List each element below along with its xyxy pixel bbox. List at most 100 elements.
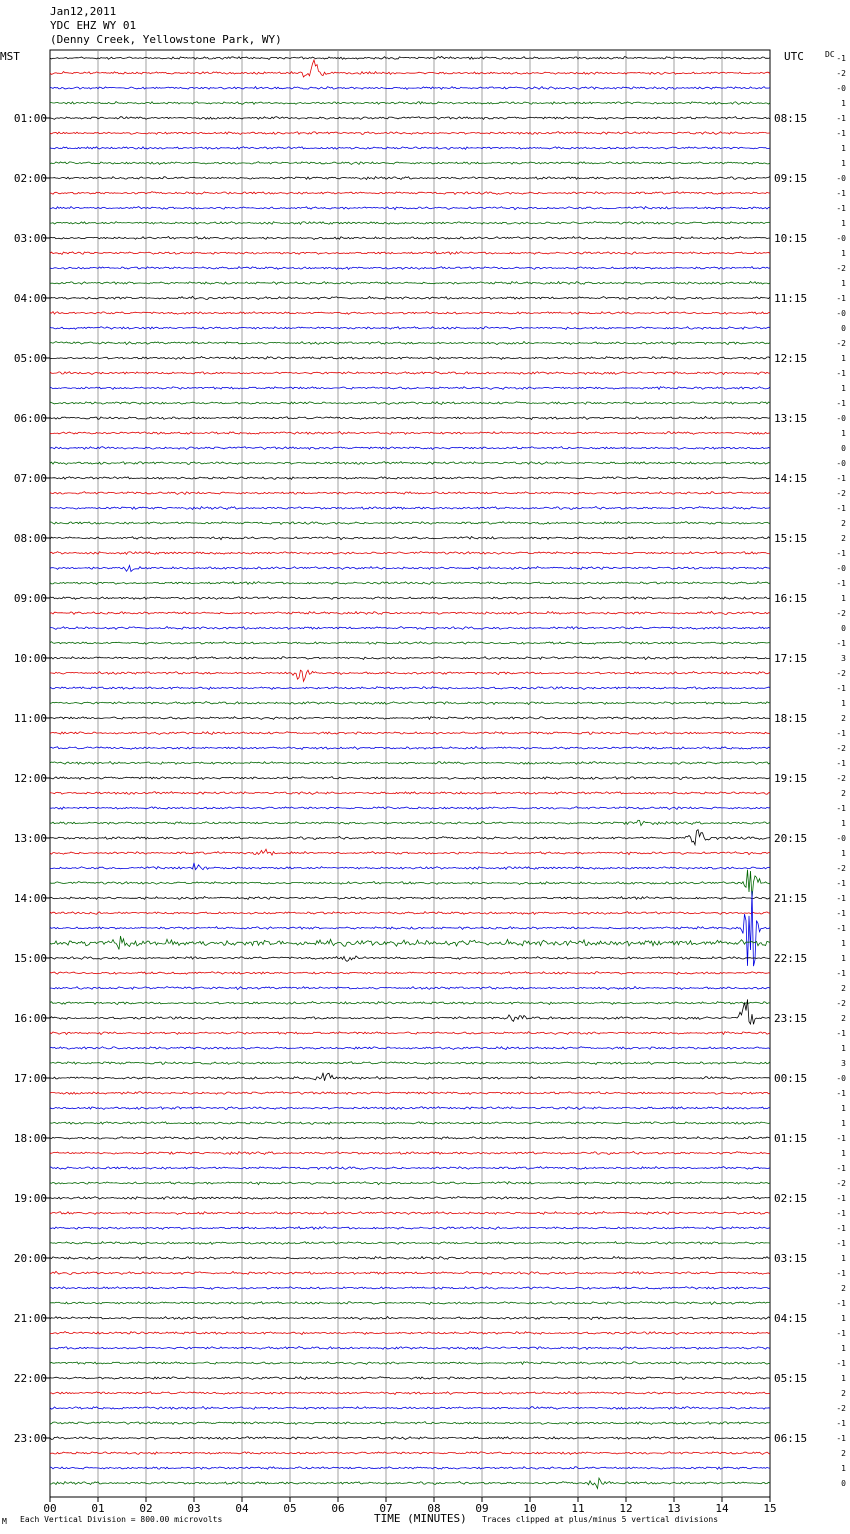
trace-line — [49, 891, 771, 967]
trace-line — [49, 580, 770, 585]
dc-offset: 1 — [841, 144, 846, 153]
dc-offset: 3 — [841, 654, 846, 663]
trace-line — [49, 1405, 771, 1410]
dc-offset: 1 — [841, 1119, 846, 1128]
x-tick-label: 07 — [379, 1502, 392, 1515]
dc-offset: -1 — [836, 189, 846, 198]
x-tick-label: 00 — [43, 1502, 56, 1515]
dc-offset: 1 — [841, 819, 846, 828]
trace-line — [49, 1376, 771, 1381]
dc-offset: 1 — [841, 279, 846, 288]
trace-line — [49, 862, 771, 871]
dc-offset: 2 — [841, 1389, 846, 1398]
dc-offset: 2 — [841, 714, 846, 723]
x-tick-label: 13 — [667, 1502, 680, 1515]
trace-line — [49, 266, 771, 271]
dc-offset: -1 — [836, 1164, 846, 1173]
dc-offset: 1 — [841, 1314, 846, 1323]
dc-offset: -1 — [836, 1419, 846, 1428]
trace-line — [49, 1150, 771, 1156]
left-zone-label: MST — [0, 50, 20, 63]
trace-line — [49, 1466, 771, 1470]
mst-hour-label: 06:00 — [14, 412, 47, 425]
trace-line — [49, 55, 771, 61]
x-axis-label: TIME (MINUTES) — [374, 1512, 467, 1525]
trace-line — [49, 1195, 771, 1200]
trace-line — [49, 340, 771, 346]
x-tick-label: 14 — [715, 1502, 729, 1515]
dc-offset: 1 — [841, 1464, 846, 1473]
trace-line — [49, 806, 771, 810]
trace-line — [49, 536, 771, 541]
x-tick-label: 12 — [619, 1502, 632, 1515]
dc-offset: -1 — [836, 204, 846, 213]
utc-hour-label: 14:15 — [774, 472, 807, 485]
mst-hour-label: 16:00 — [14, 1012, 47, 1025]
trace-line — [49, 58, 771, 78]
dc-offset: -2 — [836, 264, 846, 273]
dc-offset: 2 — [841, 984, 846, 993]
trace-line — [49, 1121, 771, 1125]
mst-hour-label: 02:00 — [14, 172, 47, 185]
trace-line — [49, 446, 771, 451]
utc-hour-label: 20:15 — [774, 832, 807, 845]
mst-hour-label: 03:00 — [14, 232, 47, 245]
dc-offset: 2 — [841, 534, 846, 543]
mst-hour-label: 23:00 — [14, 1432, 47, 1445]
mst-hour-label: 17:00 — [14, 1072, 47, 1085]
trace-line — [49, 401, 771, 406]
mst-hour-label: 07:00 — [14, 472, 47, 485]
dc-offset: 2 — [841, 1284, 846, 1293]
x-tick-label: 01 — [91, 1502, 104, 1515]
mst-hour-label: 08:00 — [14, 532, 47, 545]
mst-hour-label: 20:00 — [14, 1252, 47, 1265]
trace-line — [49, 461, 771, 465]
utc-hour-label: 23:15 — [774, 1012, 807, 1025]
trace-line — [49, 656, 771, 661]
x-tick-label: 10 — [523, 1502, 536, 1515]
trace-line — [49, 895, 771, 900]
dc-offset: -1 — [836, 1194, 846, 1203]
trace-line — [49, 386, 771, 391]
trace-line — [49, 596, 771, 601]
dc-offset: -1 — [836, 924, 846, 933]
utc-hour-label: 10:15 — [774, 232, 807, 245]
x-tick-label: 02 — [139, 1502, 152, 1515]
dc-offset: -1 — [836, 129, 846, 138]
trace-line — [50, 1301, 770, 1306]
trace-line — [49, 1361, 771, 1366]
dc-offset: 0 — [841, 1479, 846, 1488]
dc-offset: 1 — [841, 384, 846, 393]
dc-offset: 1 — [841, 354, 846, 363]
mst-hour-label: 09:00 — [14, 592, 47, 605]
utc-hour-label: 17:15 — [774, 652, 807, 665]
dc-offset: -1 — [836, 1434, 846, 1443]
dc-offset: -1 — [836, 1269, 846, 1278]
mst-hour-label: 10:00 — [14, 652, 47, 665]
trace-line — [49, 731, 771, 736]
dc-offset: -0 — [836, 84, 846, 93]
trace-line — [49, 1136, 771, 1140]
trace-line — [49, 1390, 771, 1396]
trace-line — [49, 1270, 771, 1275]
dc-offset: -0 — [836, 234, 846, 243]
trace-line — [49, 1061, 771, 1066]
dc-offset: 1 — [841, 429, 846, 438]
trace-line — [49, 280, 771, 286]
utc-hour-label: 00:15 — [774, 1072, 807, 1085]
dc-offset: -1 — [836, 1224, 846, 1233]
mst-hour-label: 21:00 — [14, 1312, 47, 1325]
scale-note: Each Vertical Division = 800.00 microvol… — [20, 1515, 222, 1524]
dc-offset: -1 — [836, 294, 846, 303]
x-tick-label: 05 — [283, 1502, 296, 1515]
utc-hour-label: 12:15 — [774, 352, 807, 365]
dc-offset: 1 — [841, 99, 846, 108]
trace-line — [49, 116, 771, 121]
dc-offset: -1 — [836, 1239, 846, 1248]
trace-line — [49, 1031, 771, 1036]
x-tick-label: 09 — [475, 1502, 488, 1515]
trace-line — [49, 355, 771, 361]
dc-offset: 3 — [841, 1059, 846, 1068]
trace-line — [49, 610, 771, 616]
